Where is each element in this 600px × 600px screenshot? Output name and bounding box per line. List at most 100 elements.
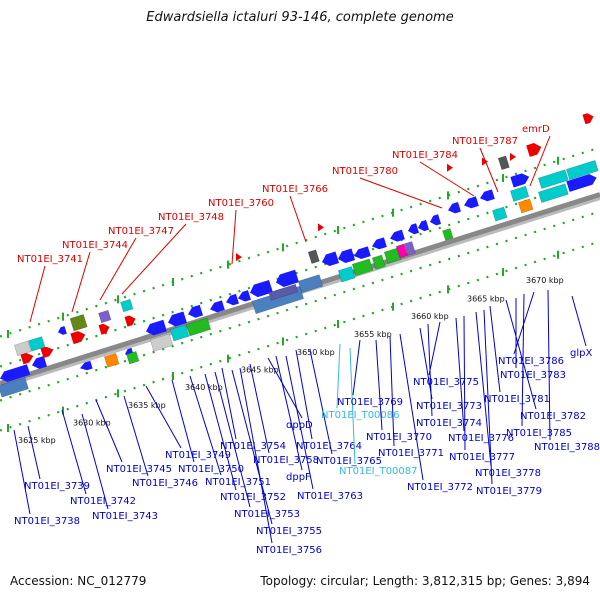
label-leader-line [475,311,492,467]
gene-arrow [418,220,430,232]
gene-label-below: NT01EI_3786 [498,356,564,367]
gene-box [268,283,299,301]
kbp-tick-label: 3655 kbp [354,330,392,339]
label-leader-line [204,373,237,491]
gene-box [69,314,88,332]
label-leader-line [214,371,251,508]
gene-label-below: NT01EI_3742 [70,496,136,507]
gene-box [351,258,374,277]
label-leader-line [123,395,149,477]
gene-box [537,169,569,190]
gene-label-below: NT01EI_3785 [506,428,572,439]
gene-label-below: NT01EI_3770 [366,432,432,443]
label-leader-line [61,409,87,495]
gene-arrow [408,223,420,235]
gene-label-above: NT01EI_3787 [452,136,518,147]
gene-label-above: NT01EI_3748 [158,212,224,223]
genome-stats-text: Topology: circular; Length: 3,812,315 bp… [260,574,590,588]
gene-label-below: NT01EI_3752 [220,492,286,503]
gene-label-below: NT01EI_3777 [449,452,515,463]
kbp-tick-label: 3640 kbp [185,383,223,392]
gene-label-above: NT01EI_3766 [262,184,328,195]
label-leader-line [547,289,551,441]
gene-label-above: NT01EI_3744 [62,240,128,251]
gene-arrow [276,269,299,287]
gene-box [103,352,120,368]
gene-box [307,249,320,264]
guide-dotted-line [0,176,600,368]
gene-label-below: NT01EI_3782 [520,411,586,422]
gene-arrow [322,251,340,266]
gene-arrow [526,143,542,157]
gene-box [509,185,530,202]
label-leader-line [489,305,501,393]
gene-label-below: NT01EI_3773 [416,401,482,412]
label-leader-line [27,425,41,480]
label-leader-line [419,327,433,400]
label-leader-line [479,147,499,193]
strand-marker [236,253,242,262]
gene-arrow [238,290,251,302]
label-leader-line [513,291,535,355]
gene-label-below: NT01EI_3775 [413,377,479,388]
gene-arrow [124,315,136,327]
gene-box [517,198,534,214]
gene-arrow [70,331,86,345]
gene-box [98,309,112,324]
label-leader-line [289,195,307,243]
label-leader-line [505,299,537,410]
gene-arrow [372,237,387,250]
gene-box [497,155,510,171]
gene-arrow [250,279,273,298]
gene-arrow [480,189,495,202]
gene-label-below: NT01EI_3788 [534,442,600,453]
gene-arrow [448,202,461,214]
gene-label-below: NT01EI_3765 [316,456,382,467]
gene-arrow [98,323,110,335]
gene-arrow [226,293,239,306]
gene-arrow [390,229,405,242]
gene-arrow [210,300,225,313]
gene-label-below: NT01EI_3769 [337,397,403,408]
label-leader-line [221,367,237,440]
strand-marker [510,152,516,161]
label-leader-line [455,317,465,432]
label-leader-line [231,209,237,265]
gene-label-below: NT01EI_3739 [24,481,90,492]
gene-label-below: NT01EI_3772 [407,482,473,493]
label-leader-line [529,135,551,187]
gene-box [120,298,134,313]
gene-box [297,274,324,294]
label-leader-line [249,363,270,454]
gene-arrow [430,214,442,226]
kbp-tick-label: 3650 kbp [297,348,335,357]
gene-label-below: NT01EI_3779 [476,486,542,497]
gene-label-below: NT01EI_3756 [256,545,322,556]
label-leader-line [171,379,195,463]
label-leader-line [95,399,123,463]
label-leader-line [428,321,441,376]
gene-arrow [20,352,34,365]
gene-arrow [40,346,54,359]
gene-label-below: NT01EI_3755 [256,526,322,537]
label-leader-line [29,265,46,323]
label-leader-line [349,347,356,465]
label-leader-line [463,315,466,451]
gene-box [442,228,454,241]
gene-box [13,340,32,357]
gene-box [395,243,408,259]
gene-label-above: NT01EI_3784 [392,150,458,161]
gene-label-below: NT01EI_3771 [378,448,444,459]
label-leader-line [239,367,273,544]
gene-box [149,333,174,352]
label-leader-line [13,429,31,515]
gene-label-below: NT01EI_3750 [178,464,244,475]
gene-label-below: NT01EI_3781 [484,394,550,405]
gene-arrow [582,113,594,125]
gene-label-above: NT01EI_3760 [208,198,274,209]
gene-label-below: NT01EI_3778 [475,468,541,479]
gene-label-below: NT01EI_3763 [297,491,363,502]
gene-label-below: NT01EI_3745 [106,464,172,475]
